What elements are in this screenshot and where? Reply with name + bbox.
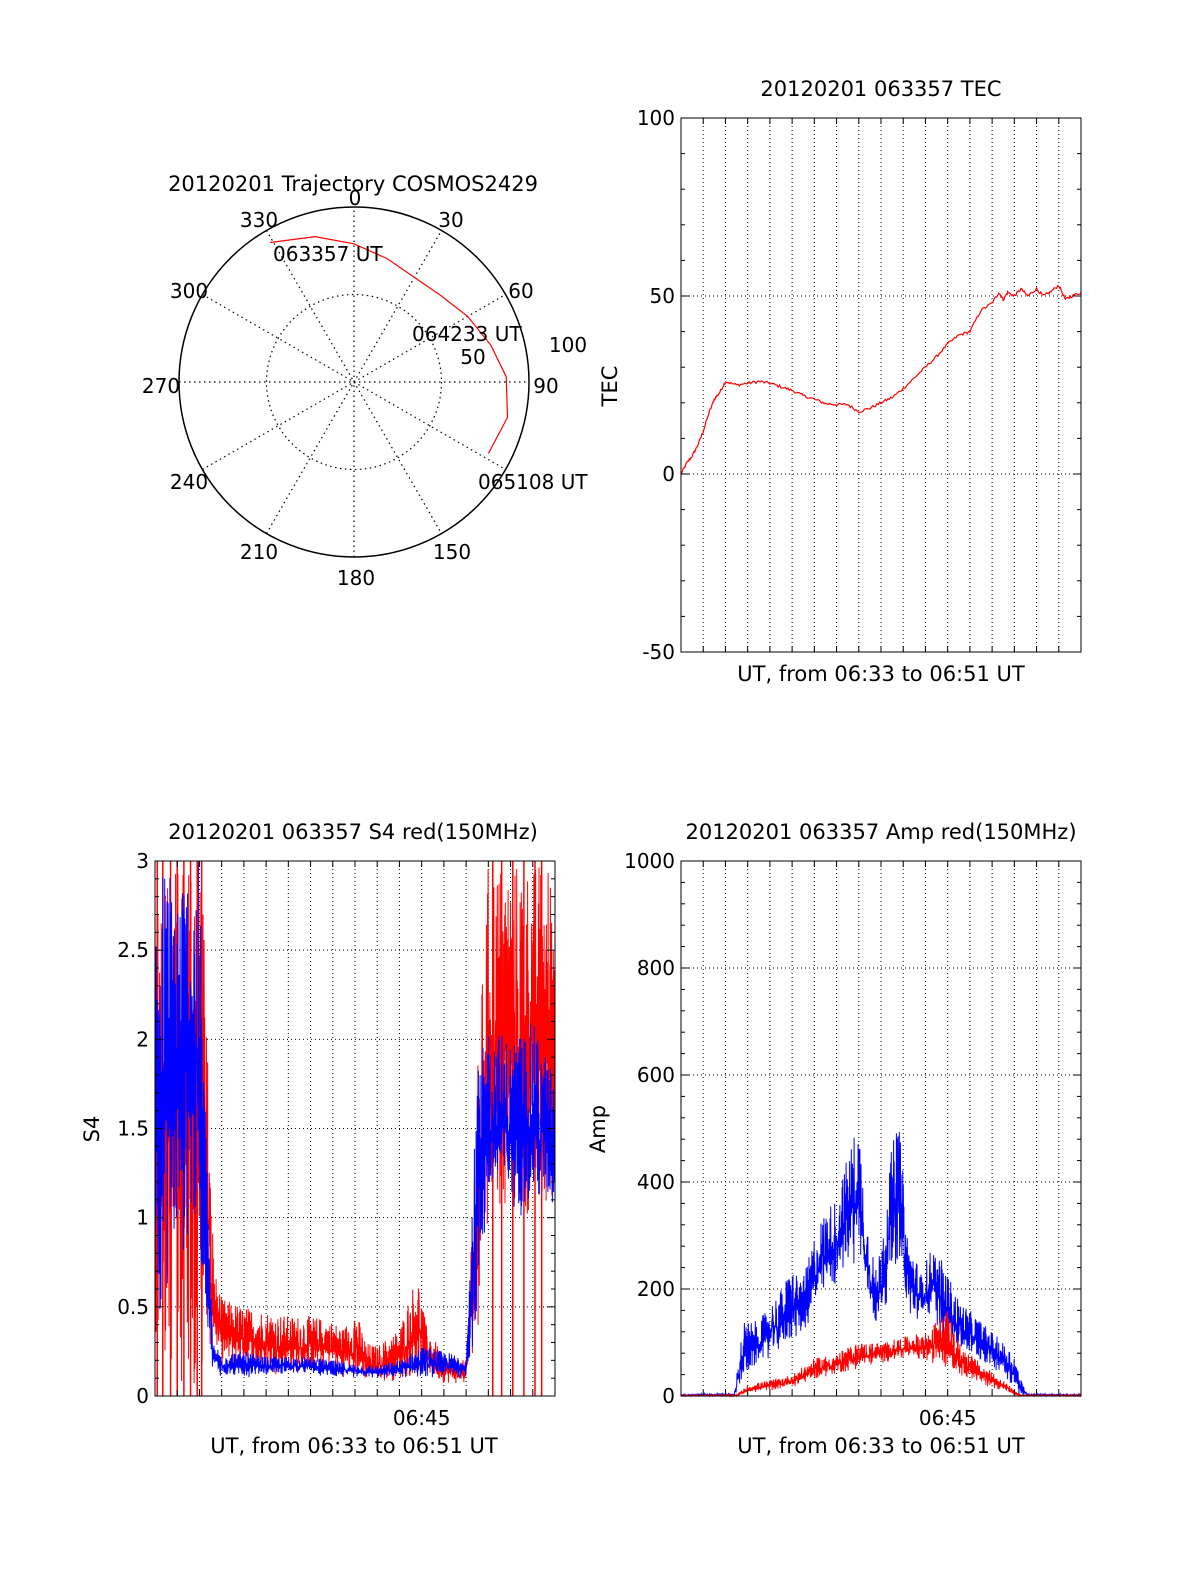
amp-x-label: UT, from 06:33 to 06:51 UT — [737, 1434, 1025, 1458]
amp-panel: 20120201 063357 Amp red(150MHz) 0 200 400 6… — [586, 820, 1082, 1458]
polar-ring-50 — [265, 293, 443, 471]
s4-ytick-label: 1 — [136, 1206, 149, 1230]
track-label-middle: 064233 UT — [412, 322, 522, 346]
amp-series-group — [680, 1131, 1082, 1398]
angle-label-300: 300 — [170, 279, 208, 303]
s4-series-trace — [154, 861, 556, 1378]
amp-ytick-label: 1000 — [624, 849, 675, 873]
amp-ytick-label: 600 — [637, 1063, 675, 1087]
radius-label-100: 100 — [549, 333, 587, 357]
angle-label-270: 270 — [142, 374, 180, 398]
trajectory-title: 20120201 Trajectory COSMOS2429 — [168, 172, 538, 196]
amp-grid — [681, 861, 1081, 1396]
s4-xtick-label: 06:45 — [393, 1406, 451, 1430]
tec-title: 20120201 063357 TEC — [760, 77, 1001, 101]
amp-ytick-label: 200 — [637, 1277, 675, 1301]
tec-series-group — [680, 284, 1082, 475]
s4-ytick-label: 0 — [136, 1384, 149, 1408]
s4-ytick-label: 3 — [136, 849, 149, 873]
tec-ytick-label: 0 — [662, 462, 675, 486]
tec-grid — [681, 118, 1081, 652]
amp-y-ticks: 0 200 400 600 800 1000 — [624, 849, 1082, 1408]
s4-ytick-label: 1.5 — [117, 1117, 149, 1141]
tec-ytick-label: 100 — [637, 106, 675, 130]
amp-x-ticks: 06:45 — [919, 1406, 977, 1430]
angle-label-330: 330 — [240, 208, 278, 232]
angle-label-60: 60 — [508, 279, 533, 303]
trajectory-polar-panel: 20120201 Trajectory COSMOS2429 0 30 60 9… — [142, 172, 588, 590]
amp-xtick-label: 06:45 — [919, 1406, 977, 1430]
polar-grid — [179, 207, 529, 557]
amp-series-trace — [681, 1131, 1082, 1398]
track-label-end: 065108 UT — [478, 470, 588, 494]
track-label-start: 063357 UT — [273, 242, 383, 266]
amp-y-label: Amp — [586, 1105, 610, 1153]
s4-series-trace — [154, 867, 556, 1384]
angle-label-0: 0 — [349, 186, 362, 210]
amp-ytick-label: 0 — [662, 1384, 675, 1408]
s4-x-ticks: 06:45 — [393, 1406, 451, 1430]
polar-outer-circle — [178, 206, 530, 558]
trajectory-track-line — [270, 235, 509, 454]
amp-ytick-label: 800 — [637, 956, 675, 980]
angle-label-180: 180 — [337, 566, 375, 590]
polar-spoke-150 — [265, 230, 443, 534]
angle-label-150: 150 — [433, 540, 471, 564]
s4-panel: 20120201 063357 S4 red(150MHz) 0 0.5 1 1.5 2… — [80, 820, 556, 1458]
tec-x-label: UT, from 06:33 to 06:51 UT — [737, 662, 1025, 686]
s4-y-label: S4 — [80, 1116, 104, 1143]
s4-ytick-label: 2.5 — [117, 938, 149, 962]
amp-ytick-label: 400 — [637, 1170, 675, 1194]
tec-panel: 20120201 063357 TEC -50 0 50 100 TEC UT, fr… — [598, 77, 1082, 686]
tec-ytick-label: 50 — [650, 284, 675, 308]
tec-y-ticks: -50 0 50 100 — [637, 106, 1082, 664]
tec-ytick-label: -50 — [642, 640, 675, 664]
s4-ytick-label: 0.5 — [117, 1295, 149, 1319]
s4-y-ticks: 0 0.5 1 1.5 2 2.5 3 — [117, 849, 556, 1408]
tec-y-label: TEC — [598, 366, 622, 408]
angle-label-240: 240 — [170, 470, 208, 494]
angle-label-210: 210 — [240, 540, 278, 564]
tec-series-line — [680, 284, 1082, 475]
s4-grid — [155, 861, 555, 1396]
amp-title: 20120201 063357 Amp red(150MHz) — [685, 820, 1076, 844]
angle-label-30: 30 — [438, 208, 463, 232]
angle-label-90: 90 — [533, 374, 558, 398]
s4-ytick-label: 2 — [136, 1027, 149, 1051]
s4-x-label: UT, from 06:33 to 06:51 UT — [210, 1434, 498, 1458]
s4-title: 20120201 063357 S4 red(150MHz) — [168, 820, 538, 844]
radius-label-50: 50 — [460, 345, 485, 369]
